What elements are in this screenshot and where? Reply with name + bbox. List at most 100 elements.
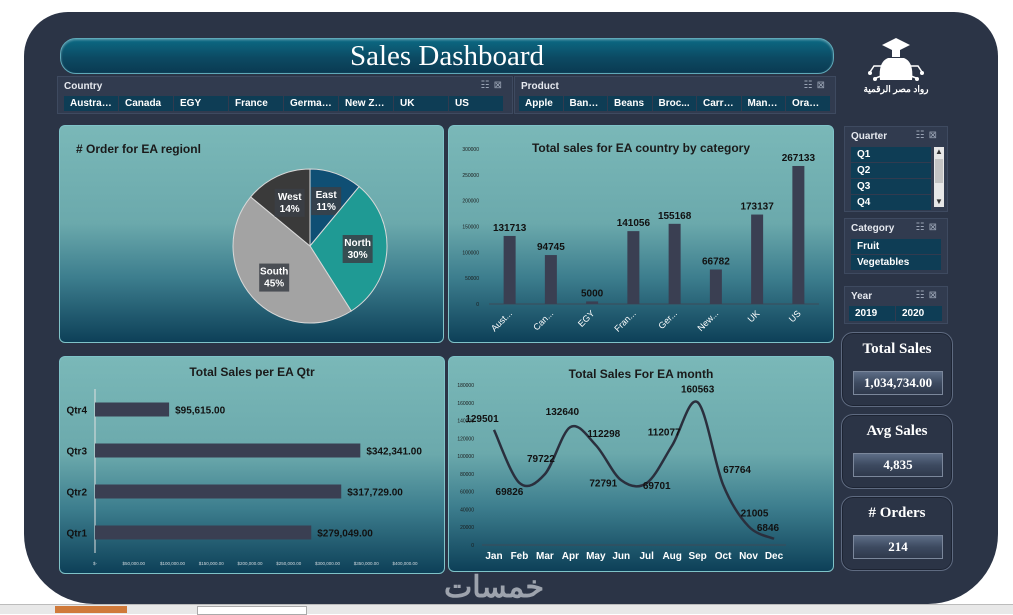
bar-7 xyxy=(792,165,805,304)
country-slicer-item[interactable]: US xyxy=(449,96,503,111)
country-slicer-item[interactable]: New Ze... xyxy=(339,96,393,111)
quarter-scrollbar[interactable]: ▲ ▼ xyxy=(934,147,944,207)
pie-label-box xyxy=(259,263,290,292)
product-slicer-item[interactable]: Apple xyxy=(519,96,563,111)
pie-slice-value: 45% xyxy=(264,279,284,290)
logo-icon xyxy=(868,38,924,81)
kpi-total-sales-value: 1,034,734.00 xyxy=(853,371,943,395)
sheet-tab[interactable] xyxy=(55,606,127,613)
slicer-filter-icons[interactable]: ☷⊠ xyxy=(915,130,941,141)
product-slicer[interactable]: Product ☷⊠ Apple Bana... Beans Broc... Carro… xyxy=(514,76,836,114)
quarter-slicer-item[interactable]: Q4 xyxy=(851,195,931,210)
y-tick-label: 120000 xyxy=(457,436,474,442)
quarter-slicer-title: Quarter xyxy=(851,131,888,142)
point-data-label: 67764 xyxy=(723,465,751,476)
y-tick-label: 40000 xyxy=(460,507,474,513)
x-tick-label: Jul xyxy=(640,551,655,562)
country-slicer-item[interactable]: EGY xyxy=(174,96,228,111)
qtr-bar-0 xyxy=(95,402,170,417)
bar-1 xyxy=(544,255,557,304)
product-slicer-item[interactable]: Carrots xyxy=(697,96,741,111)
bar-data-label: $342,341.00 xyxy=(366,447,422,458)
product-slicer-item[interactable]: Orange xyxy=(786,96,830,111)
product-slicer-item[interactable]: Mango xyxy=(741,96,785,111)
watermark: خمسات xyxy=(444,571,545,604)
y-tick-label: Qtr4 xyxy=(66,406,87,417)
qtr-bar-3 xyxy=(95,525,312,540)
pie-slice-label: North xyxy=(344,238,371,249)
slicer-filter-icons[interactable]: ☷⊠ xyxy=(803,80,829,91)
kpi-avg-sales-value: 4,835 xyxy=(853,453,943,477)
year-slicer[interactable]: Year ☷⊠ 2019 2020 xyxy=(844,286,948,324)
country-slicer-item[interactable]: Germany xyxy=(284,96,338,111)
y-tick-label: 50000 xyxy=(465,276,479,282)
bar-3 xyxy=(627,231,640,304)
year-slicer-title: Year xyxy=(851,291,873,302)
category-slicer-title: Category xyxy=(851,223,895,234)
country-slicer-item[interactable]: UK xyxy=(394,96,448,111)
y-tick-label: 140000 xyxy=(457,419,474,425)
x-tick-label: $- xyxy=(93,561,98,566)
year-slicer-item[interactable]: 2020 xyxy=(896,306,942,321)
bar-6 xyxy=(751,214,764,304)
bar-data-label: 131713 xyxy=(493,223,527,234)
bar-data-label: $279,049.00 xyxy=(317,529,373,540)
point-data-label: 160563 xyxy=(681,384,715,395)
month-sales-line xyxy=(492,400,775,541)
country-slicer-item[interactable]: Australia xyxy=(64,96,118,111)
kpi-avg-sales-title: Avg Sales xyxy=(866,423,928,439)
x-tick-label: Nov xyxy=(739,551,758,562)
quarter-slicer-item[interactable]: Q2 xyxy=(851,163,931,178)
country-chart-title: Total sales for EA country by category xyxy=(531,141,751,155)
slicer-filter-icons[interactable]: ☷⊠ xyxy=(915,222,941,233)
sheet-tab-active[interactable] xyxy=(197,606,307,615)
product-slicer-item[interactable]: Beans xyxy=(608,96,652,111)
pie-slice-value: 11% xyxy=(316,202,336,213)
bar-data-label: 5000 xyxy=(581,288,604,299)
category-slicer-item[interactable]: Fruit xyxy=(851,239,941,254)
x-tick-label: $200,000.00 xyxy=(237,561,263,566)
x-tick-label: Sep xyxy=(688,551,706,562)
bar-5 xyxy=(709,269,722,304)
quarter-slicer-item[interactable]: Q1 xyxy=(851,147,931,162)
quarter-slicer-item[interactable]: Q3 xyxy=(851,179,931,194)
bar-data-label: 94745 xyxy=(537,242,565,253)
y-tick-label: 80000 xyxy=(460,472,474,478)
scroll-down-icon[interactable]: ▼ xyxy=(935,197,943,206)
dashboard-title: Sales Dashboard xyxy=(60,38,834,74)
x-tick-label: $250,000.00 xyxy=(276,561,302,566)
y-tick-label: 150000 xyxy=(462,225,479,231)
y-tick-label: 60000 xyxy=(460,490,474,496)
country-slicer-item[interactable]: France xyxy=(229,96,283,111)
x-tick-label: Dec xyxy=(765,551,784,562)
bar-data-label: $95,615.00 xyxy=(175,406,225,417)
product-slicer-item[interactable]: Broc... xyxy=(652,96,696,111)
quarter-bar-chart: Qtr4 $95,615.00 Qtr3 $342,341.00 Qtr2 $317,72… xyxy=(66,389,422,566)
country-slicer[interactable]: Country ☷⊠ Australia Canada EGY France Germa… xyxy=(57,76,513,114)
scroll-thumb[interactable] xyxy=(935,159,943,183)
country-bar-panel: Total sales for EA country by category 0… xyxy=(448,125,834,343)
qtr-bar-1 xyxy=(95,443,361,458)
x-tick-label: New... xyxy=(696,308,721,333)
category-slicer[interactable]: Category ☷⊠ Fruit Vegetables xyxy=(844,218,948,274)
scroll-up-icon[interactable]: ▲ xyxy=(935,147,943,156)
slicer-filter-icons[interactable]: ☷⊠ xyxy=(915,290,941,301)
bar-4 xyxy=(668,223,681,304)
pie-slice-label: East xyxy=(316,190,338,201)
point-data-label: 72791 xyxy=(589,478,617,489)
category-slicer-item[interactable]: Vegetables xyxy=(851,255,941,270)
region-pie-panel: # Order for EA regionl East 11% North 30% So… xyxy=(59,125,444,343)
point-data-label: 129501 xyxy=(465,414,499,425)
product-slicer-item[interactable]: Bana... xyxy=(563,96,607,111)
y-tick-label: 0 xyxy=(476,302,479,308)
kpi-orders-title: # Orders xyxy=(868,505,926,521)
bar-data-label: 66782 xyxy=(702,256,730,267)
year-slicer-item[interactable]: 2019 xyxy=(849,306,895,321)
kpi-total-sales-title: Total Sales xyxy=(862,341,932,357)
country-slicer-item[interactable]: Canada xyxy=(119,96,173,111)
x-tick-label: Oct xyxy=(715,551,732,562)
y-tick-label: 180000 xyxy=(457,383,474,389)
quarter-slicer[interactable]: Quarter ☷⊠ Q1 Q2 Q3 Q4 ▲ ▼ xyxy=(844,126,948,212)
month-line-chart: 0200004000060000800001000001200001400001… xyxy=(457,383,786,562)
slicer-filter-icons[interactable]: ☷⊠ xyxy=(480,80,506,91)
